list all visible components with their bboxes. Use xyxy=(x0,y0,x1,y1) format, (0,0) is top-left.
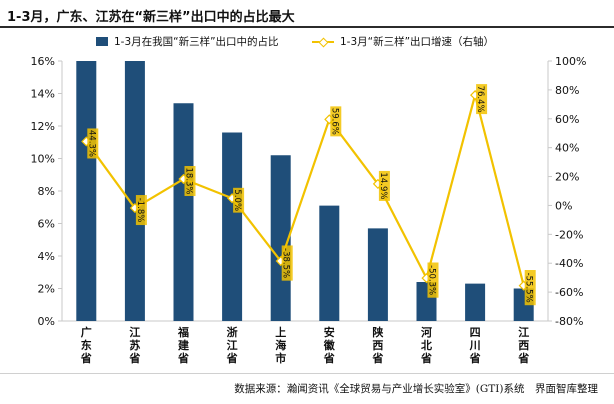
x-tick-label: 浙 xyxy=(227,325,238,339)
legend-item-line: 1-3月“新三样”出口增速（右轴） xyxy=(312,34,494,49)
data-label-bg xyxy=(87,128,99,159)
right-tick-label: -60% xyxy=(555,286,583,299)
right-tick-label: 40% xyxy=(555,142,579,155)
bar-江苏省 xyxy=(124,61,145,321)
data-label-text: 14.9% xyxy=(378,172,388,199)
right-tick-label: 20% xyxy=(555,171,579,184)
left-tick-label: 6% xyxy=(38,218,55,231)
left-tick-label: 2% xyxy=(38,283,55,296)
x-tick-label: 江 xyxy=(227,338,238,352)
x-tick-label: 海 xyxy=(275,338,286,352)
bar-福建省 xyxy=(173,103,194,321)
x-tick-label: 省 xyxy=(420,351,432,365)
right-tick-label: -20% xyxy=(555,228,583,241)
chart-title: 1-3月，广东、江苏在“新三样”出口中的占比最大 xyxy=(7,10,295,25)
legend-line-label: 1-3月“新三样”出口增速（右轴） xyxy=(340,36,495,48)
data-label-bg xyxy=(524,270,536,306)
x-tick-label: 省 xyxy=(177,351,189,365)
bar-四川省 xyxy=(465,283,486,321)
x-tick-label: 川 xyxy=(469,339,481,352)
growth-data-label: 18.3% xyxy=(184,166,196,197)
left-tick-label: 4% xyxy=(38,250,55,263)
x-tick-label: 省 xyxy=(371,351,383,365)
x-tick-label: 省 xyxy=(469,351,481,365)
chart-frame xyxy=(0,28,614,374)
left-tick-label: 8% xyxy=(38,185,55,198)
data-label-bg xyxy=(427,262,439,298)
source-note: 数据来源：瀚闻资讯《全球贸易与产业增长实验室》(GTI)系统 界面智库整理 xyxy=(234,383,598,395)
data-label-bg xyxy=(233,187,245,213)
right-tick-label: -40% xyxy=(555,257,583,270)
x-tick-label: 省 xyxy=(226,351,238,365)
data-label-text: -1.8% xyxy=(135,198,145,223)
growth-data-label: 5.0% xyxy=(232,187,245,213)
title-bar: 1-3月，广东、江苏在“新三样”出口中的占比最大 xyxy=(0,0,614,28)
x-tick-label: 苏 xyxy=(129,338,140,352)
data-label-text: 18.3% xyxy=(184,168,194,195)
growth-data-label: 76.4% xyxy=(475,84,488,115)
legend-item-bar: 1-3月在我国“新三样”出口中的占比 xyxy=(96,34,279,49)
x-tick-label: 四 xyxy=(470,326,481,339)
growth-data-label: 44.3% xyxy=(86,128,99,159)
growth-line xyxy=(85,93,525,286)
growth-data-label: -1.8% xyxy=(135,195,147,226)
data-label-bg xyxy=(330,106,342,137)
data-label-text: -55.5% xyxy=(524,273,534,303)
data-label-text: 44.3% xyxy=(86,130,96,157)
bar-安徽省 xyxy=(319,205,340,321)
bar-浙江省 xyxy=(222,132,243,321)
x-tick-label: 徽 xyxy=(323,338,336,352)
data-label-text: 76.4% xyxy=(475,86,485,113)
x-tick-label: 北 xyxy=(421,338,432,352)
right-tick-label: -80% xyxy=(555,315,583,328)
right-tick-label: 60% xyxy=(555,113,579,126)
right-tick-label: 100% xyxy=(555,55,586,68)
x-tick-label: 广 xyxy=(81,325,92,339)
x-tick-label: 省 xyxy=(80,351,92,365)
legend-bar-swatch xyxy=(96,37,108,46)
x-tick-label: 福 xyxy=(177,325,189,339)
left-tick-label: 0% xyxy=(38,315,55,328)
right-tick-label: 0% xyxy=(555,199,572,212)
left-tick-label: 16% xyxy=(31,55,55,68)
x-tick-label: 安 xyxy=(324,325,335,339)
x-tick-label: 江 xyxy=(129,325,140,339)
bar-广东省 xyxy=(76,61,97,321)
data-label-text: 5.0% xyxy=(232,189,242,211)
x-tick-label: 西 xyxy=(518,339,529,352)
x-tick-label: 西 xyxy=(372,339,383,352)
data-label-bg xyxy=(281,245,293,281)
x-tick-label: 陕 xyxy=(372,325,383,339)
growth-data-label: -50.3% xyxy=(427,262,439,298)
x-tick-label: 东 xyxy=(81,338,92,352)
legend-line-swatch xyxy=(312,37,334,47)
left-tick-label: 14% xyxy=(31,88,55,101)
data-label-text: -50.3% xyxy=(427,265,437,295)
x-tick-label: 河 xyxy=(421,325,432,339)
data-label-text: -38.5% xyxy=(281,248,291,278)
growth-data-label: 14.9% xyxy=(378,170,390,201)
data-label-text: 59.6% xyxy=(329,108,339,135)
right-tick-label: 80% xyxy=(555,84,579,97)
chart-legend: 1-3月在我国“新三样”出口中的占比 1-3月“新三样”出口增速（右轴） xyxy=(0,34,614,52)
x-tick-label: 市 xyxy=(275,351,286,365)
data-label-bg xyxy=(135,195,147,226)
x-tick-label: 省 xyxy=(128,351,140,365)
left-tick-label: 10% xyxy=(31,153,55,166)
growth-data-label: -55.5% xyxy=(524,270,536,306)
x-tick-label: 建 xyxy=(178,338,190,352)
x-tick-label: 上 xyxy=(275,325,286,339)
data-label-bg xyxy=(378,170,390,201)
left-tick-label: 12% xyxy=(31,120,55,133)
growth-data-label: -38.5% xyxy=(281,245,293,281)
x-tick-label: 省 xyxy=(323,351,335,365)
x-tick-label: 省 xyxy=(517,351,529,365)
data-label-bg xyxy=(184,166,196,197)
x-tick-label: 江 xyxy=(518,325,529,339)
legend-bar-label: 1-3月在我国“新三样”出口中的占比 xyxy=(114,36,279,48)
data-label-bg xyxy=(476,84,488,115)
growth-data-label: 59.6% xyxy=(329,106,342,137)
bar-陕西省 xyxy=(367,228,388,321)
